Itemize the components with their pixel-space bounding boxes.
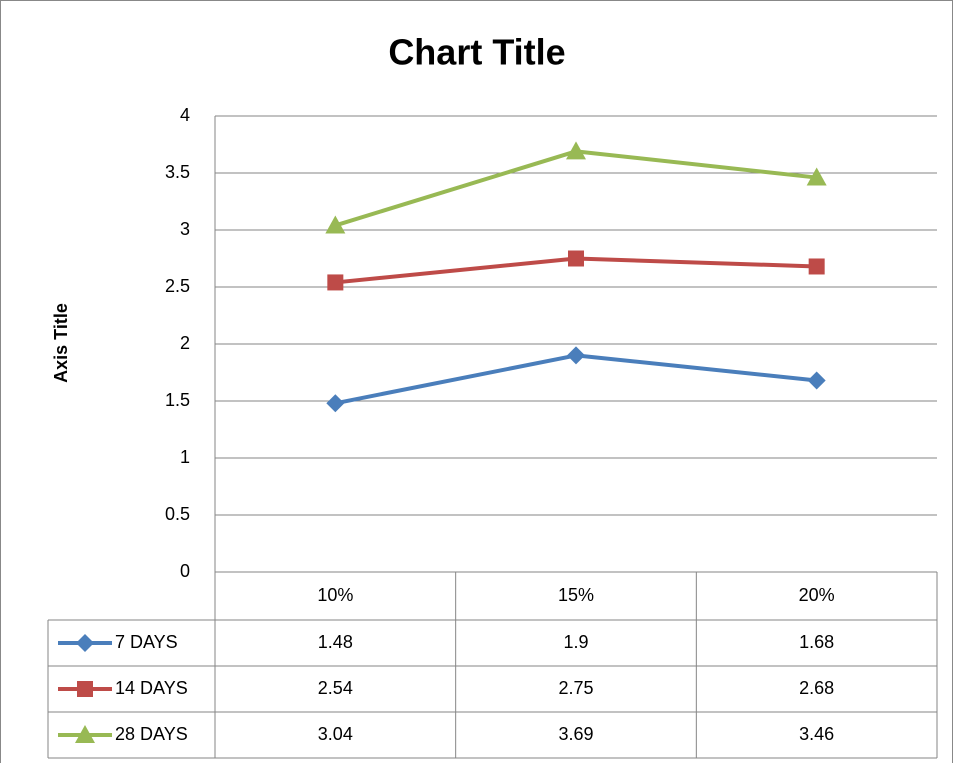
y-tick-label: 0.5 [165,504,190,524]
marker [808,258,825,275]
marker [807,371,826,390]
x-tick-label: 20% [799,585,835,605]
y-tick-label: 1 [180,447,190,467]
table-cell: 2.54 [318,678,353,698]
marker [327,274,344,291]
table-cell: 3.04 [318,724,353,744]
table-cell: 3.69 [558,724,593,744]
y-tick-label: 4 [180,105,190,125]
y-tick-label: 1.5 [165,390,190,410]
table-cell: 2.68 [799,678,834,698]
marker [568,250,584,267]
table-cell: 2.75 [558,678,593,698]
y-tick-label: 0 [180,561,190,581]
legend-label: 28 DAYS [115,724,188,744]
marker [567,346,585,365]
table-cell: 3.46 [799,724,834,744]
x-tick-label: 15% [558,585,594,605]
marker [806,167,827,186]
marker [325,215,346,234]
legend-label: 7 DAYS [115,632,178,652]
y-tick-label: 3.5 [165,162,190,182]
marker [566,141,586,160]
x-tick-label: 10% [317,585,353,605]
y-tick-label: 2 [180,333,190,353]
y-tick-label: 2.5 [165,276,190,296]
marker [75,725,95,743]
marker [77,681,93,697]
table-cell: 1.48 [318,632,353,652]
table-cell: 1.68 [799,632,834,652]
legend-label: 14 DAYS [115,678,188,698]
marker [76,634,94,652]
y-tick-label: 3 [180,219,190,239]
y-axis-title: Axis Title [51,303,71,383]
table-cell: 1.9 [563,632,588,652]
marker [326,394,345,413]
chart-title: Chart Title [388,32,565,73]
